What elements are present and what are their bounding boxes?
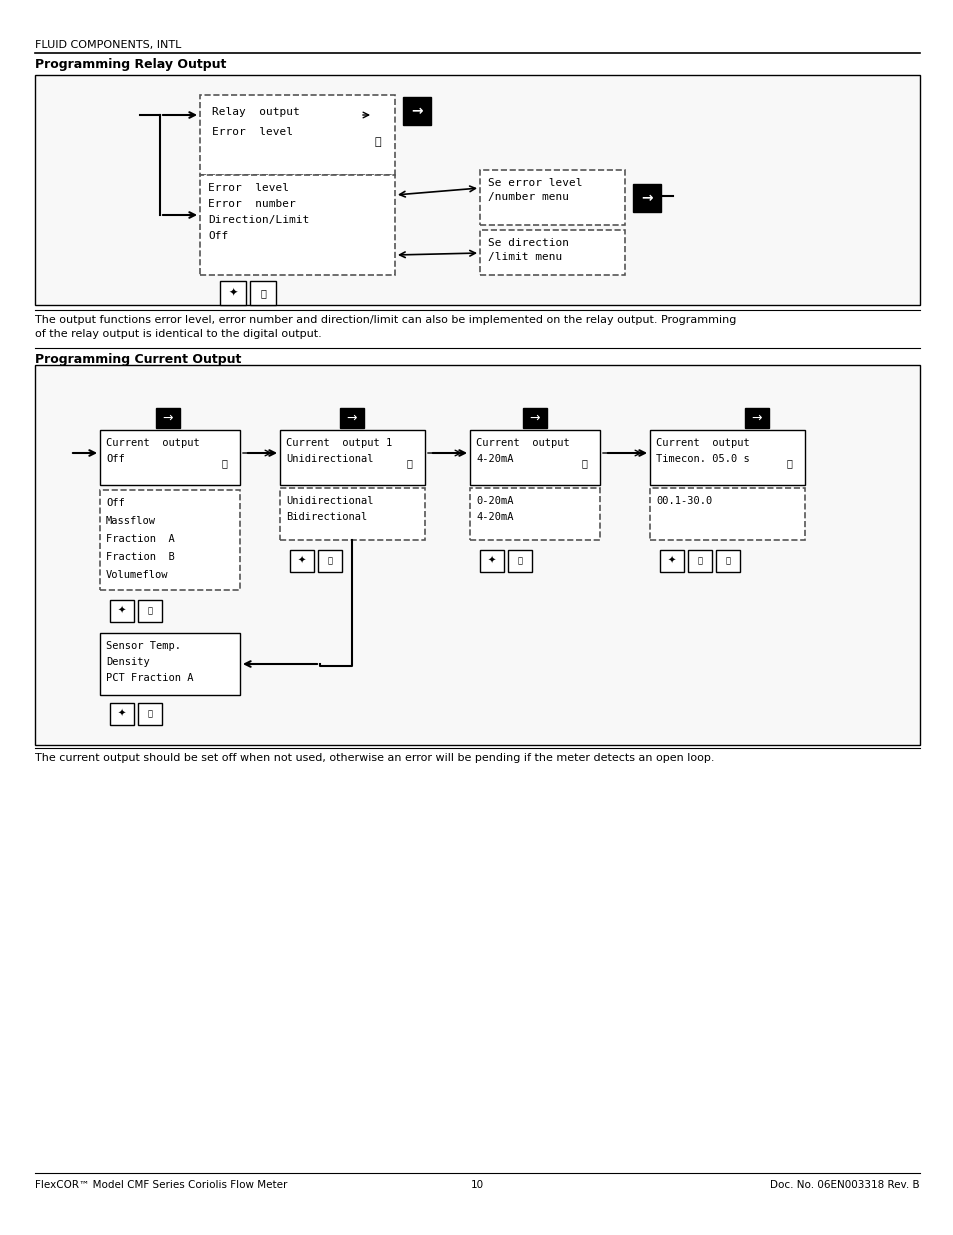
Bar xyxy=(479,170,624,225)
Text: Off: Off xyxy=(208,231,228,241)
Text: 🔒: 🔒 xyxy=(517,557,522,566)
Bar xyxy=(633,184,660,212)
Bar xyxy=(479,550,503,572)
Bar xyxy=(200,95,395,175)
Text: Off: Off xyxy=(106,454,125,464)
Bar xyxy=(110,703,133,725)
Text: Direction/Limit: Direction/Limit xyxy=(208,215,309,225)
Bar xyxy=(35,75,919,305)
Text: 🔒: 🔒 xyxy=(260,288,266,298)
Bar xyxy=(100,430,240,485)
Bar xyxy=(110,600,133,622)
Bar xyxy=(100,490,240,590)
Text: Current  output: Current output xyxy=(476,438,569,448)
Text: Fraction  B: Fraction B xyxy=(106,552,174,562)
Text: FLUID COMPONENTS, INTL: FLUID COMPONENTS, INTL xyxy=(35,40,181,49)
Bar xyxy=(744,408,768,429)
Bar xyxy=(402,98,431,125)
Bar xyxy=(687,550,711,572)
Text: →: → xyxy=(411,104,422,119)
Text: Timecon. 05.0 s: Timecon. 05.0 s xyxy=(656,454,749,464)
Text: →: → xyxy=(346,411,356,425)
Bar xyxy=(522,408,546,429)
Text: ✦: ✦ xyxy=(487,556,496,566)
Text: 🔒: 🔒 xyxy=(148,709,152,719)
Text: 🔒: 🔒 xyxy=(327,557,333,566)
Text: ⬛: ⬛ xyxy=(697,557,701,566)
Text: 🔒: 🔒 xyxy=(786,458,792,468)
Text: →: → xyxy=(640,191,652,205)
Bar xyxy=(220,282,246,305)
Text: Relay  output: Relay output xyxy=(212,107,299,117)
Text: 0-20mA: 0-20mA xyxy=(476,496,513,506)
Text: Sensor Temp.: Sensor Temp. xyxy=(106,641,181,651)
Text: 🔒: 🔒 xyxy=(375,137,381,147)
Text: The current output should be set off when not used, otherwise an error will be p: The current output should be set off whe… xyxy=(35,753,714,763)
Text: Bidirectional: Bidirectional xyxy=(286,513,367,522)
Bar xyxy=(290,550,314,572)
Text: Density: Density xyxy=(106,657,150,667)
Text: Error  number: Error number xyxy=(208,199,295,209)
Bar xyxy=(649,430,804,485)
Text: Programming Relay Output: Programming Relay Output xyxy=(35,58,226,70)
Text: Current  output: Current output xyxy=(106,438,199,448)
Text: Unidirectional: Unidirectional xyxy=(286,454,374,464)
Text: 🔒: 🔒 xyxy=(148,606,152,615)
Text: Current  output: Current output xyxy=(656,438,749,448)
Text: 🔒: 🔒 xyxy=(581,458,587,468)
Text: Se direction: Se direction xyxy=(488,238,568,248)
Bar xyxy=(507,550,532,572)
Text: Error  level: Error level xyxy=(212,127,293,137)
Text: /limit menu: /limit menu xyxy=(488,252,561,262)
Text: Current  output 1: Current output 1 xyxy=(286,438,392,448)
Bar xyxy=(156,408,180,429)
Text: 4-20mA: 4-20mA xyxy=(476,513,513,522)
Text: Off: Off xyxy=(106,498,125,508)
Bar xyxy=(659,550,683,572)
Text: 00.1-30.0: 00.1-30.0 xyxy=(656,496,712,506)
Bar xyxy=(138,703,162,725)
Bar xyxy=(200,175,395,275)
Text: Fraction  A: Fraction A xyxy=(106,534,174,543)
Bar xyxy=(339,408,364,429)
Text: Programming Current Output: Programming Current Output xyxy=(35,353,241,366)
Bar xyxy=(35,366,919,745)
Text: PCT Fraction A: PCT Fraction A xyxy=(106,673,193,683)
Text: →: → xyxy=(163,411,173,425)
Text: ✦: ✦ xyxy=(297,556,306,566)
Text: →: → xyxy=(751,411,761,425)
Bar xyxy=(649,488,804,540)
Bar xyxy=(100,634,240,695)
Text: 4-20mA: 4-20mA xyxy=(476,454,513,464)
Text: ✦: ✦ xyxy=(118,606,126,616)
Bar xyxy=(280,488,424,540)
Text: 🔒: 🔒 xyxy=(724,557,730,566)
Text: 🔒: 🔒 xyxy=(407,458,413,468)
Text: →: → xyxy=(529,411,539,425)
Text: 10: 10 xyxy=(470,1179,483,1191)
Text: ✦: ✦ xyxy=(118,709,126,719)
Bar xyxy=(479,230,624,275)
Text: ✦: ✦ xyxy=(228,288,237,298)
Text: Error  level: Error level xyxy=(208,183,289,193)
Bar xyxy=(470,430,599,485)
Text: 🔒: 🔒 xyxy=(222,458,228,468)
Text: The output functions error level, error number and direction/limit can also be i: The output functions error level, error … xyxy=(35,315,736,338)
Text: Se error level: Se error level xyxy=(488,178,582,188)
Bar xyxy=(317,550,341,572)
Text: Unidirectional: Unidirectional xyxy=(286,496,374,506)
Text: Volumeflow: Volumeflow xyxy=(106,571,169,580)
Text: FlexCOR™ Model CMF Series Coriolis Flow Meter: FlexCOR™ Model CMF Series Coriolis Flow … xyxy=(35,1179,287,1191)
Bar xyxy=(470,488,599,540)
Text: ✦: ✦ xyxy=(667,556,676,566)
Bar xyxy=(138,600,162,622)
Bar xyxy=(250,282,275,305)
Text: /number menu: /number menu xyxy=(488,191,568,203)
Text: Doc. No. 06EN003318 Rev. B: Doc. No. 06EN003318 Rev. B xyxy=(770,1179,919,1191)
Bar xyxy=(716,550,740,572)
Bar xyxy=(280,430,424,485)
Text: Massflow: Massflow xyxy=(106,516,156,526)
